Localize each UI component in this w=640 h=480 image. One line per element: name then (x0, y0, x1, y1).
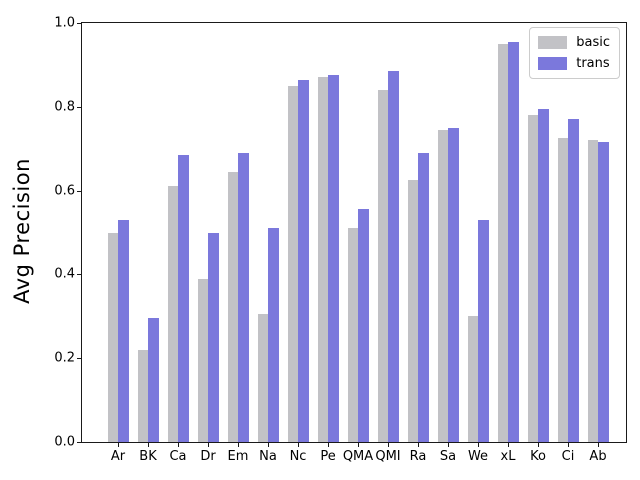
y-tick-label: 0.2 (54, 350, 75, 366)
x-tick-label-Ko: Ko (530, 449, 546, 464)
legend-swatch-trans (538, 57, 568, 70)
bar-basic-xL (497, 43, 508, 442)
legend-item-basic: basic (538, 35, 610, 50)
x-tick-mark (448, 443, 449, 447)
bar-basic-Nc (287, 85, 298, 442)
bar-basic-BK (137, 349, 148, 442)
x-tick-mark (238, 443, 239, 447)
legend-label-trans: trans (576, 56, 610, 71)
x-tick-label-QMA: QMA (342, 449, 374, 464)
legend: basic trans (529, 27, 620, 79)
bar-basic-Ca (167, 186, 178, 442)
y-tick-label: 1.0 (54, 15, 75, 31)
y-tick-mark (77, 190, 81, 192)
x-tick-mark (478, 443, 479, 447)
x-tick-label-xL: xL (500, 449, 516, 464)
y-tick-mark (77, 274, 81, 276)
x-tick-mark (388, 443, 389, 447)
bar-basic-Ra (407, 180, 418, 442)
x-tick-mark (328, 443, 329, 447)
x-tick-mark (418, 443, 419, 447)
bar-basic-Ko (527, 115, 538, 442)
x-tick-label-We: We (467, 449, 489, 464)
y-tick-mark (77, 358, 81, 360)
x-tick-label-Ar: Ar (110, 449, 126, 464)
legend-item-trans: trans (538, 56, 610, 71)
bar-trans-Ab (598, 142, 609, 442)
legend-swatch-basic (538, 36, 568, 49)
x-tick-label-Ca: Ca (169, 449, 187, 464)
y-tick-label: 0.6 (54, 183, 75, 199)
legend-label-basic: basic (576, 35, 610, 50)
bar-trans-Ko (538, 108, 549, 442)
x-tick-label-Nc: Nc (289, 449, 307, 464)
x-tick-mark (148, 443, 149, 447)
bar-basic-Em (227, 171, 238, 442)
y-tick-mark (77, 442, 81, 443)
bar-basic-Sa (437, 129, 448, 442)
bar-trans-Sa (448, 127, 459, 442)
x-tick-mark (118, 443, 119, 447)
x-tick-label-Ci: Ci (561, 449, 575, 464)
bar-trans-xL (508, 41, 519, 442)
y-tick-mark (77, 106, 81, 108)
bar-basic-Pe (317, 77, 328, 442)
x-tick-mark (568, 443, 569, 447)
bar-basic-Dr (197, 278, 208, 442)
x-tick-label-Pe: Pe (320, 449, 336, 464)
bar-trans-QMA (358, 209, 369, 442)
x-tick-mark (178, 443, 179, 447)
bar-trans-Ca (178, 155, 189, 442)
x-tick-mark (538, 443, 539, 447)
bar-basic-Ar (107, 232, 118, 442)
bar-trans-Na (268, 228, 279, 442)
x-tick-label-Sa: Sa (439, 449, 457, 464)
plot-area: 0.0 0.2 0.4 0.6 0.8 1.0 Ar BK Ca Dr Em Na Nc Pe QMA QM… (54, 16, 627, 464)
bar-trans-Nc (298, 79, 309, 442)
bar-trans-Ci (568, 119, 579, 442)
bar-trans-Pe (328, 75, 339, 442)
x-tick-mark (298, 443, 299, 447)
bar-trans-Ar (118, 219, 129, 442)
bar-trans-BK (148, 318, 159, 442)
x-tick-label-Em: Em (227, 449, 249, 464)
bar-basic-Ab (587, 140, 598, 442)
y-tick-mark (77, 23, 81, 24)
x-tick-mark (508, 443, 509, 447)
bar-trans-QMI (388, 71, 399, 442)
y-axis-label: Avg Precision (10, 158, 34, 304)
x-tick-mark (598, 443, 599, 447)
bar-basic-Na (257, 314, 268, 442)
x-tick-label-Ab: Ab (589, 449, 607, 464)
y-tick-label: 0.0 (54, 434, 75, 450)
bar-basic-Ci (557, 138, 568, 442)
bar-trans-Dr (208, 232, 219, 442)
bar-basic-QMI (377, 90, 388, 442)
bar-trans-Ra (418, 152, 429, 442)
x-tick-mark (268, 443, 269, 447)
bar-trans-Em (238, 152, 249, 442)
y-tick-label: 0.4 (54, 266, 75, 282)
x-tick-label-Na: Na (259, 449, 277, 464)
bar-trans-We (478, 219, 489, 442)
y-tick-label: 0.8 (54, 99, 75, 115)
x-tick-mark (208, 443, 209, 447)
bar-basic-QMA (347, 228, 358, 442)
x-tick-mark (358, 443, 359, 447)
x-tick-label-BK: BK (139, 449, 157, 464)
x-tick-label-QMI: QMI (375, 449, 401, 464)
bar-basic-We (467, 316, 478, 442)
x-tick-label-Dr: Dr (200, 449, 216, 464)
x-tick-label-Ra: Ra (409, 449, 427, 464)
